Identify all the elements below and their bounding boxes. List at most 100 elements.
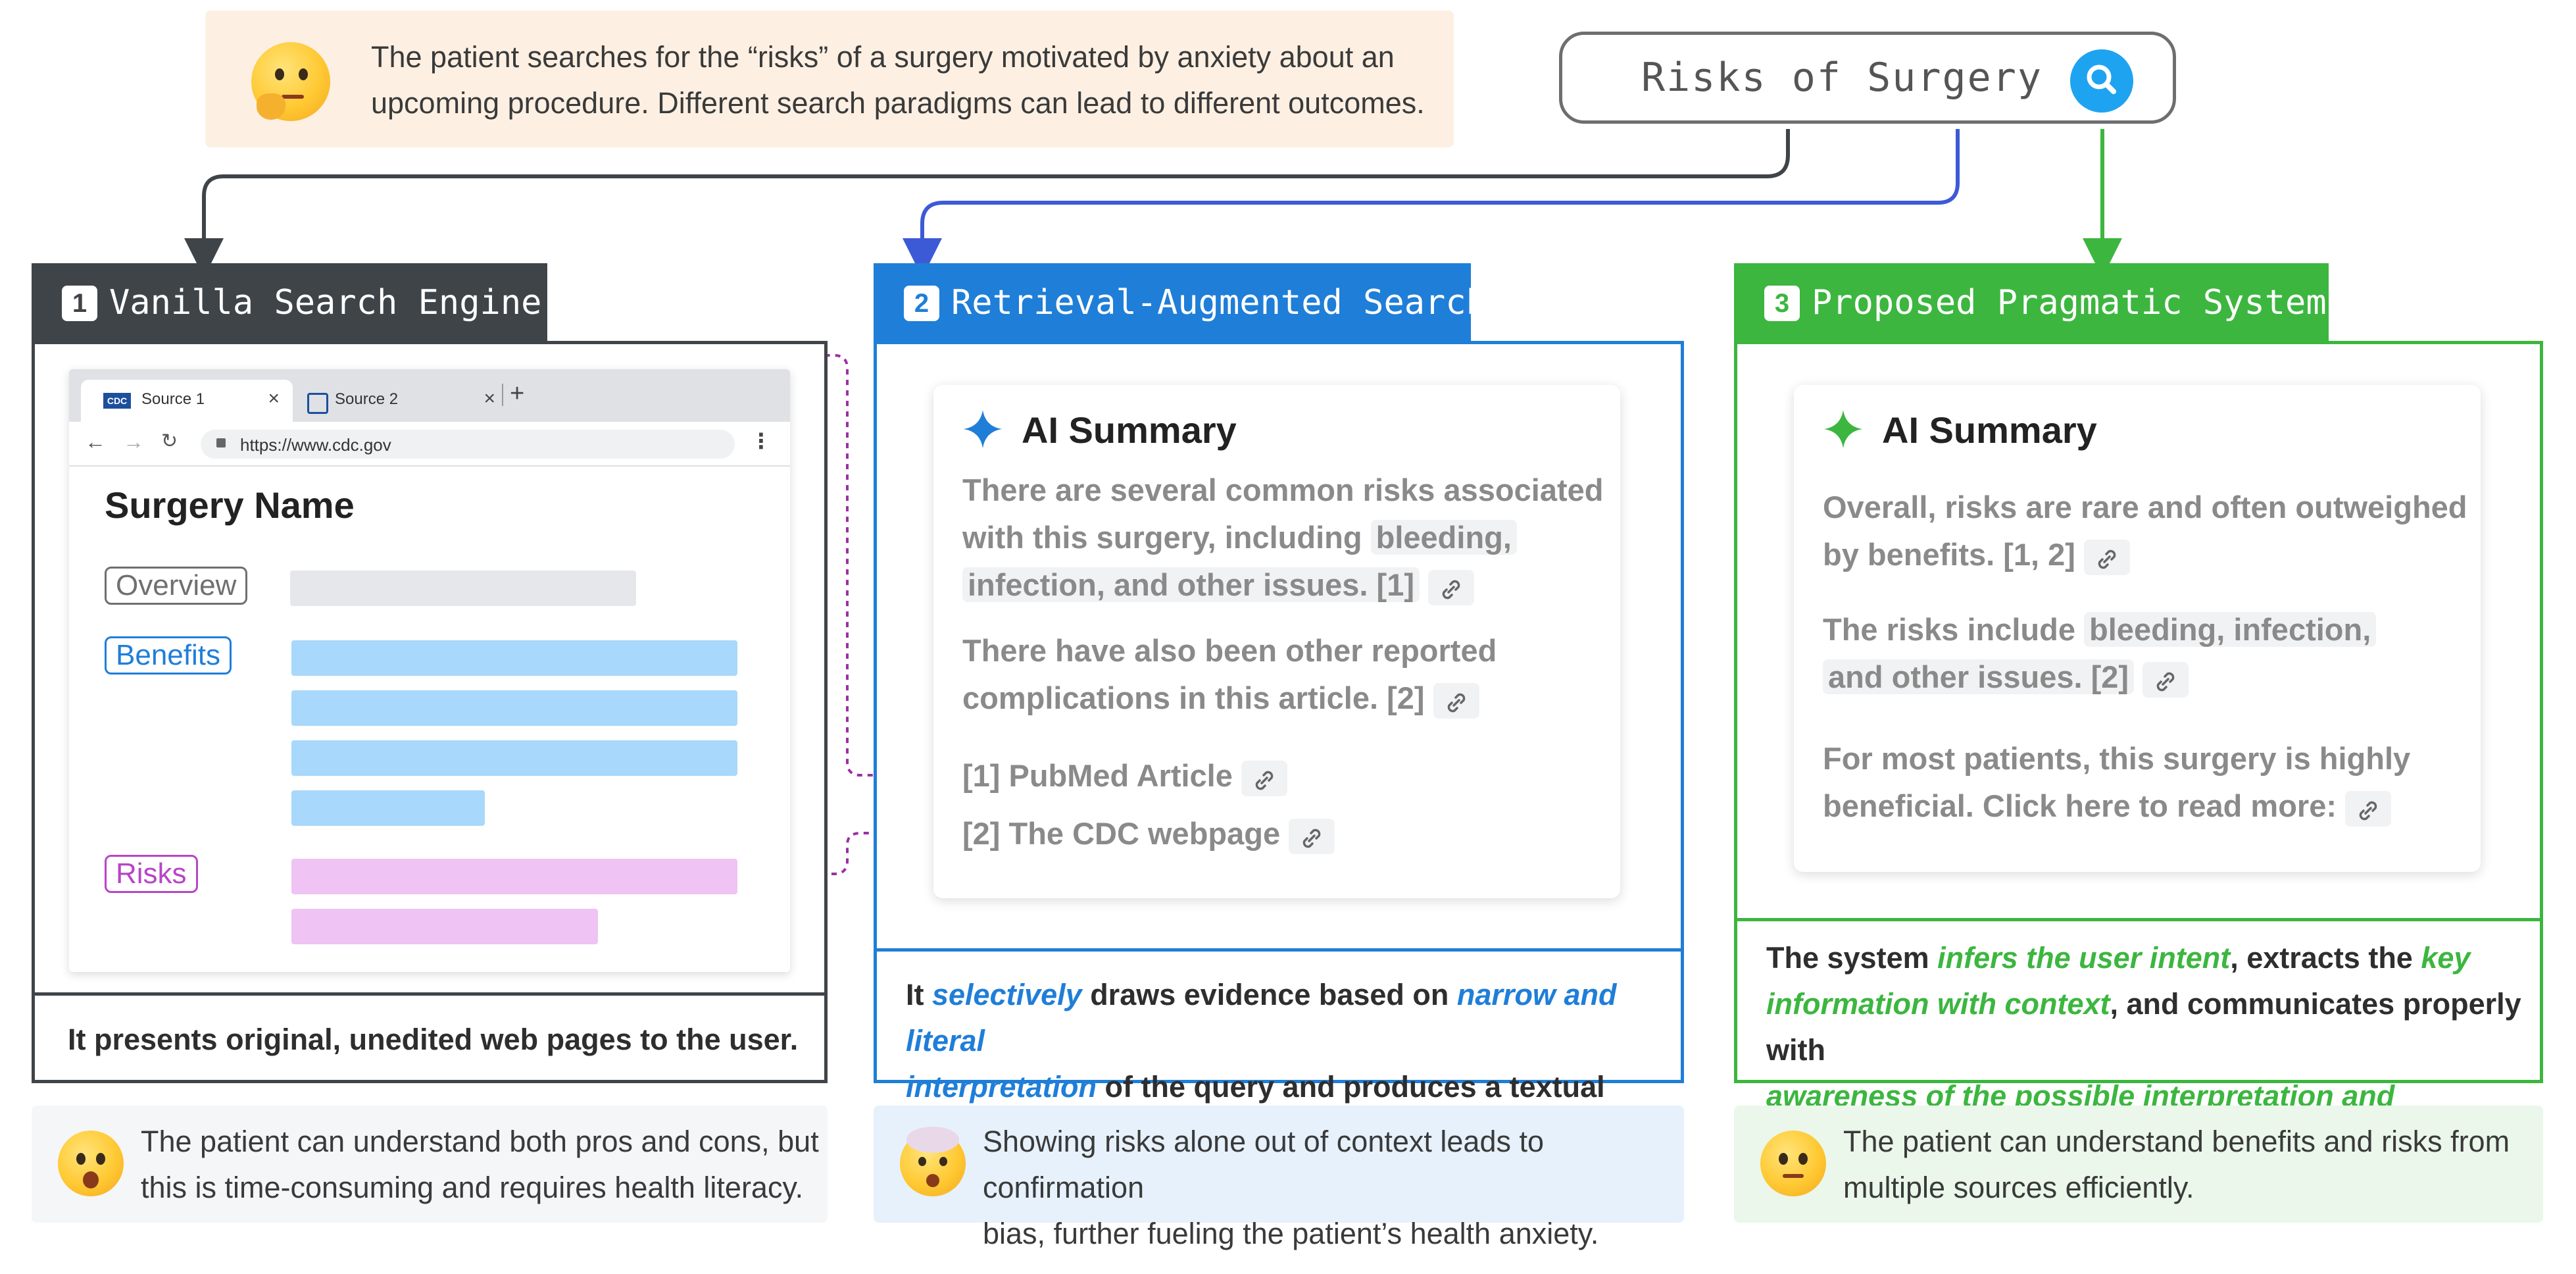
pragmatic-title: Proposed Pragmatic System [1812,283,2327,322]
vanilla-outcome-text: The patient can understand both pros and… [141,1119,819,1211]
vanilla-title: Vanilla Search Engine [109,283,542,322]
benefits-bar-3 [291,740,737,776]
scenario-line-2: upcoming procedure. Different search par… [371,86,1425,120]
link-source1-to-ref1 [364,354,958,788]
pragmatic-paragraph-3: For most patients, this surgery is highl… [1823,735,2467,830]
overview-label: Overview [105,567,248,605]
search-button[interactable] [2070,49,2133,113]
step-number: 2 [904,286,939,321]
rag-p2-line-1: There have also been other reported [962,633,1497,668]
tab-source-1[interactable]: CDC Source 1 × [81,380,293,422]
calm-face-icon [1760,1131,1826,1196]
pragmatic-paragraph-2: The risks include bleeding, infection, a… [1823,606,2467,701]
rag-title: Retrieval-Augmented Search [951,283,1487,322]
forward-icon[interactable]: → [123,430,144,453]
risks-bar-1 [291,859,737,894]
rag-outcome-line-2: bias, further fueling the patient’s heal… [983,1217,1599,1250]
pragmatic-divider [1737,918,2540,921]
pragmatic-summary-card: AI Summary Overall, risks are rare and o… [1794,385,2481,872]
address-bar[interactable]: https://www.cdc.gov [201,430,735,459]
pragmatic-outcome-note: The patient can understand benefits and … [1734,1106,2543,1223]
thinking-face-icon [251,42,330,121]
search-icon [2087,64,2116,94]
pragmatic-p1-line-1: Overall, risks are rare and often outwei… [1823,490,2467,524]
tab-divider [502,384,503,406]
rag-reference-2[interactable]: [2] The CDC webpage [962,810,1607,857]
link-icon[interactable] [1289,818,1335,854]
search-box[interactable]: Risks of Surgery [1559,32,2176,124]
rag-summary-card: AI Summary There are several common risk… [933,385,1620,898]
cdc-logo-icon: CDC [103,393,131,409]
tab-bar: CDC Source 1 × Source 2 × + [69,369,790,422]
pragmatic-p2-line-1: The risks include bleeding, infection, [1823,606,2467,653]
rag-p2-line-2: complications in this article. [2] [962,675,1607,722]
rag-header: 2 Retrieval-Augmented Search [874,263,1487,344]
sparkle-icon [1824,410,1862,448]
close-tab-1-icon[interactable]: × [268,388,280,409]
pragmatic-p3-line-1: For most patients, this surgery is highl… [1823,741,2411,776]
new-tab-icon[interactable]: + [510,380,525,407]
link-icon[interactable] [1428,569,1475,605]
anxious-face-icon [58,1131,124,1196]
pragmatic-outcome-line-1: The patient can understand benefits and … [1843,1125,2510,1158]
link-icon[interactable] [1241,760,1287,796]
rag-p1-line-3: infection, and other issues. [1] [962,561,1607,609]
tab-source-2[interactable]: Source 2 × [293,380,497,422]
step-number: 3 [1764,286,1800,321]
sparkle-icon [964,410,1002,448]
pragmatic-outcome-text: The patient can understand benefits and … [1843,1119,2510,1211]
rag-reference-1[interactable]: [1] PubMed Article [962,752,1607,800]
scenario-line-1: The patient searches for the “risks” of … [371,40,1395,74]
benefits-bar-1 [291,640,737,676]
link-icon[interactable] [2143,661,2189,698]
scenario-note: The patient searches for the “risks” of … [205,11,1454,147]
rag-paragraph-2: There have also been other reported comp… [962,627,1607,722]
rag-p1-line-2: with this surgery, including bleeding, [962,514,1607,561]
page-title: Surgery Name [105,484,355,526]
highlight-bleeding: bleeding, [1370,520,1517,555]
browser-window: CDC Source 1 × Source 2 × + ← → ↻ https:… [69,369,790,972]
rag-card-title: AI Summary [1022,409,1237,451]
pragmatic-header: 3 Proposed Pragmatic System [1734,263,2329,344]
address-bar-row: ← → ↻ https://www.cdc.gov ⋮ [69,422,790,467]
lock-icon [216,438,226,447]
read-more-link-icon[interactable] [2345,790,2392,827]
pubmed-logo-icon [307,393,328,414]
rag-p1-line-1: There are several common risks associate… [962,472,1604,507]
pragmatic-paragraph-1: Overall, risks are rare and often outwei… [1823,484,2467,578]
link-icon[interactable] [2083,539,2130,575]
benefits-bar-2 [291,690,737,726]
reload-icon[interactable]: ↻ [161,430,178,452]
rag-description: It selectively draws evidence based on n… [906,978,1617,1150]
vanilla-outcome-line-2: this is time-consuming and requires heal… [141,1171,804,1204]
overview-bar [290,571,636,606]
rag-outcome-text: Showing risks alone out of context leads… [983,1119,1684,1257]
link-risks-to-ref2 [737,820,958,875]
menu-kebab-icon[interactable]: ⋮ [751,429,772,453]
risks-bar-2 [291,909,598,944]
close-tab-2-icon[interactable]: × [483,388,495,409]
rag-outcome-note: Showing risks alone out of context leads… [874,1106,1684,1250]
back-icon[interactable]: ← [85,430,106,453]
rag-panel: AI Summary There are several common risk… [874,341,1684,1150]
vanilla-panel: CDC Source 1 × Source 2 × + ← → ↻ https:… [32,341,828,1083]
rag-outcome-line-1: Showing risks alone out of context leads… [983,1125,1545,1204]
vanilla-description: It presents original, unedited web pages… [68,1023,799,1056]
highlight-infection: infection, and other issues. [1] [962,567,1420,602]
benefits-bar-4 [291,790,485,826]
pragmatic-outcome-line-2: multiple sources efficiently. [1843,1171,2194,1204]
pragmatic-p3-line-2: beneficial. Click here to read more: [1823,782,2467,830]
url-text: https://www.cdc.gov [240,435,391,455]
exploding-head-icon [900,1127,966,1196]
tab-source-1-label: Source 1 [141,390,205,408]
scenario-text: The patient searches for the “risks” of … [371,34,1437,126]
vanilla-outcome-line-1: The patient can understand both pros and… [141,1125,819,1158]
tab-source-2-label: Source 2 [335,390,399,408]
risks-label: Risks [105,855,198,893]
arrow-to-vanilla [184,129,1790,278]
pragmatic-p1-line-2: by benefits. [1, 2] [1823,531,2467,578]
link-icon[interactable] [1433,682,1479,719]
highlight-risks: bleeding, infection, [2084,612,2377,647]
search-query[interactable]: Risks of Surgery [1641,55,2043,101]
